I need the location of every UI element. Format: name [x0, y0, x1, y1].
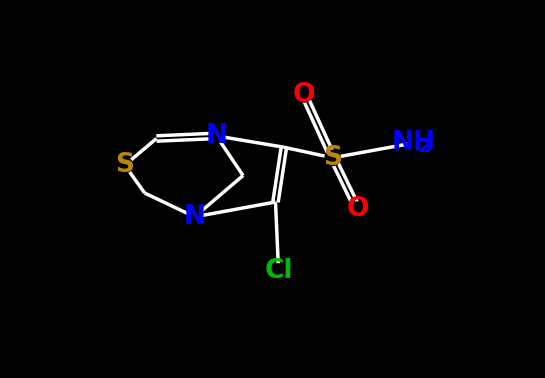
- Text: O: O: [293, 82, 316, 108]
- Text: Cl: Cl: [264, 258, 293, 284]
- Circle shape: [117, 158, 132, 173]
- Text: O: O: [346, 196, 369, 222]
- Text: S: S: [323, 145, 342, 171]
- Text: N: N: [205, 123, 227, 149]
- Text: NH: NH: [391, 130, 435, 156]
- Circle shape: [209, 129, 223, 143]
- Text: N: N: [184, 204, 205, 230]
- Circle shape: [408, 136, 422, 150]
- Text: 2: 2: [417, 137, 431, 156]
- Circle shape: [297, 88, 311, 102]
- Circle shape: [187, 210, 202, 224]
- Circle shape: [350, 202, 365, 216]
- Text: S: S: [116, 152, 134, 178]
- Circle shape: [271, 264, 286, 278]
- Circle shape: [325, 150, 341, 166]
